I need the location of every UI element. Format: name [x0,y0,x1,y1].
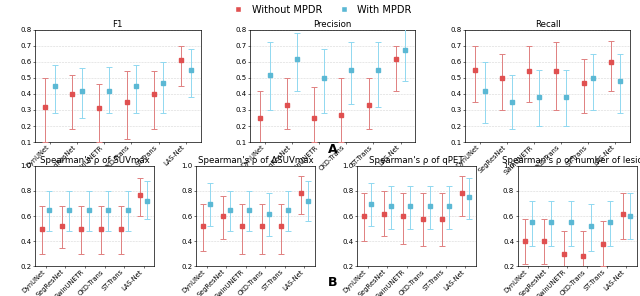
Title: Spearman's ρ of SUVmax: Spearman's ρ of SUVmax [40,156,150,165]
Title: Spearman's ρ of qPET: Spearman's ρ of qPET [369,156,464,165]
Title: Spearman's ρ of ΔSUVmax: Spearman's ρ of ΔSUVmax [198,156,314,165]
Legend: Without MPDR, With MPDR: Without MPDR, With MPDR [228,5,412,15]
Title: Precision: Precision [314,20,352,29]
Title: F1: F1 [113,20,123,29]
Text: A: A [328,143,338,156]
Text: B: B [328,276,337,289]
Title: Recall: Recall [535,20,561,29]
Title: Spearman's ρ of number of lesions: Spearman's ρ of number of lesions [502,156,640,165]
